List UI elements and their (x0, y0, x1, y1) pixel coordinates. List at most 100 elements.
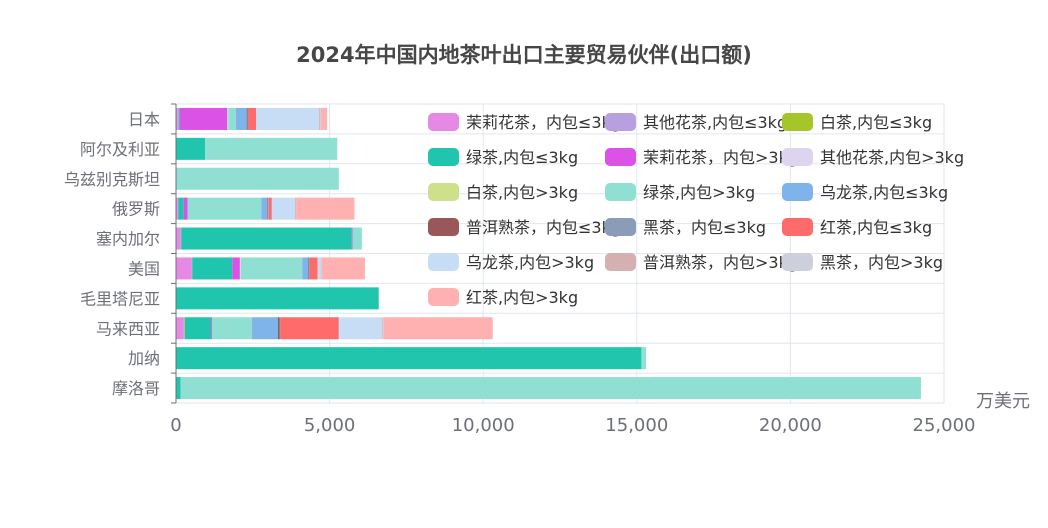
legend-swatch (605, 253, 636, 271)
legend-label: 茉莉花茶，内包>3kg (643, 148, 798, 167)
bar-segment (176, 287, 379, 310)
legend-swatch (605, 218, 636, 236)
bar-segment (191, 257, 193, 280)
bar-segment (205, 137, 338, 160)
bar-segment (317, 257, 321, 280)
y-tick-label: 马来西亚 (96, 319, 160, 338)
legend-swatch (428, 113, 459, 131)
bar-segment (319, 107, 321, 130)
bars-layer (176, 107, 921, 400)
bar-segment (228, 107, 236, 130)
bar-segment (309, 257, 318, 280)
bar-segment (641, 347, 647, 370)
bar-segment (227, 107, 229, 130)
legend-label: 普洱熟茶，内包>3kg (643, 253, 798, 272)
legend-label: 绿茶,内包≤3kg (466, 148, 578, 167)
bar-segment (295, 197, 297, 220)
x-tick-label: 15,000 (605, 415, 668, 436)
legend-swatch (605, 113, 636, 131)
bar-segment (320, 257, 322, 280)
bar-segment (176, 347, 642, 370)
bar-segment (280, 317, 339, 340)
legend-swatch (428, 288, 459, 306)
bar-segment (309, 257, 310, 280)
legend-swatch (782, 253, 813, 271)
bar-segment (192, 257, 233, 280)
y-tick-label: 乌兹别克斯坦 (64, 170, 160, 189)
bar-segment (183, 317, 185, 340)
legend-swatch (428, 218, 459, 236)
grid-layer (175, 103, 945, 404)
legend-label: 黑茶，内包≤3kg (643, 218, 766, 237)
bar-segment (246, 107, 248, 130)
bar-segment (296, 197, 355, 220)
legend-swatch (782, 148, 813, 166)
bar-segment (321, 257, 322, 280)
bar-segment (181, 227, 352, 250)
bar-segment (268, 197, 272, 220)
x-tick-label: 10,000 (452, 415, 515, 436)
bar-segment (294, 197, 296, 220)
bar-segment (180, 377, 921, 400)
bar-segment (381, 317, 383, 340)
y-tick-label: 塞内加尔 (96, 230, 160, 249)
y-tick-label: 日本 (128, 110, 160, 129)
legend-label: 白茶,内包≤3kg (820, 113, 932, 132)
bar-segment (352, 227, 362, 250)
legend-swatch (428, 253, 459, 271)
y-tick-label: 摩洛哥 (112, 379, 160, 398)
bar-segment (179, 107, 228, 130)
bar-segment (351, 227, 353, 250)
y-tick-label: 阿尔及利亚 (80, 140, 160, 159)
bar-segment (178, 197, 184, 220)
bar-segment (180, 227, 182, 250)
y-tick-label: 毛里塔尼亚 (80, 289, 160, 308)
bar-segment (232, 257, 240, 280)
legend-swatch (605, 183, 636, 201)
legend-swatch (782, 218, 813, 236)
bar-segment (235, 107, 247, 130)
legend-swatch (605, 148, 636, 166)
bar-segment (178, 107, 180, 130)
bar-segment (177, 107, 179, 130)
bar-segment (239, 257, 241, 280)
bar-segment (211, 317, 252, 340)
bar-segment (267, 197, 269, 220)
bar-segment (382, 317, 384, 340)
legend-swatch (428, 148, 459, 166)
bar-segment (177, 197, 179, 220)
bar-segment (251, 317, 278, 340)
bar-segment (279, 317, 281, 340)
legend-label: 乌龙茶,内包≤3kg (820, 183, 948, 202)
bar-segment (338, 317, 382, 340)
legend-label: 黑茶，内包>3kg (820, 253, 943, 272)
bar-segment (268, 197, 269, 220)
bar-segment (308, 257, 310, 280)
bar-segment (277, 317, 280, 340)
bar-segment (176, 197, 178, 220)
legend-label: 绿茶,内包>3kg (643, 183, 755, 202)
y-tick-label: 美国 (128, 259, 160, 278)
bar-segment (248, 107, 257, 130)
x-tick-label: 5,000 (304, 415, 356, 436)
bar-segment (302, 257, 309, 280)
legend-label: 茉莉花茶，内包≤3kg (466, 113, 621, 132)
legend-label: 红茶,内包>3kg (466, 288, 578, 307)
bar-segment (320, 107, 321, 130)
legend-label: 乌龙茶,内包>3kg (466, 253, 594, 272)
bar-segment (176, 317, 184, 340)
bar-segment (211, 317, 212, 340)
x-axis-unit-label: 万美元 (976, 391, 1030, 412)
legend-swatch (428, 183, 459, 201)
bar-segment (176, 257, 192, 280)
bar-segment (184, 317, 185, 340)
x-tick-label: 20,000 (759, 415, 822, 436)
x-tick-label: 25,000 (913, 415, 976, 436)
bar-segment (187, 197, 262, 220)
x-tick-label: 0 (170, 415, 181, 436)
legend-label: 普洱熟茶，内包≤3kg (466, 218, 621, 237)
bar-segment (256, 107, 320, 130)
